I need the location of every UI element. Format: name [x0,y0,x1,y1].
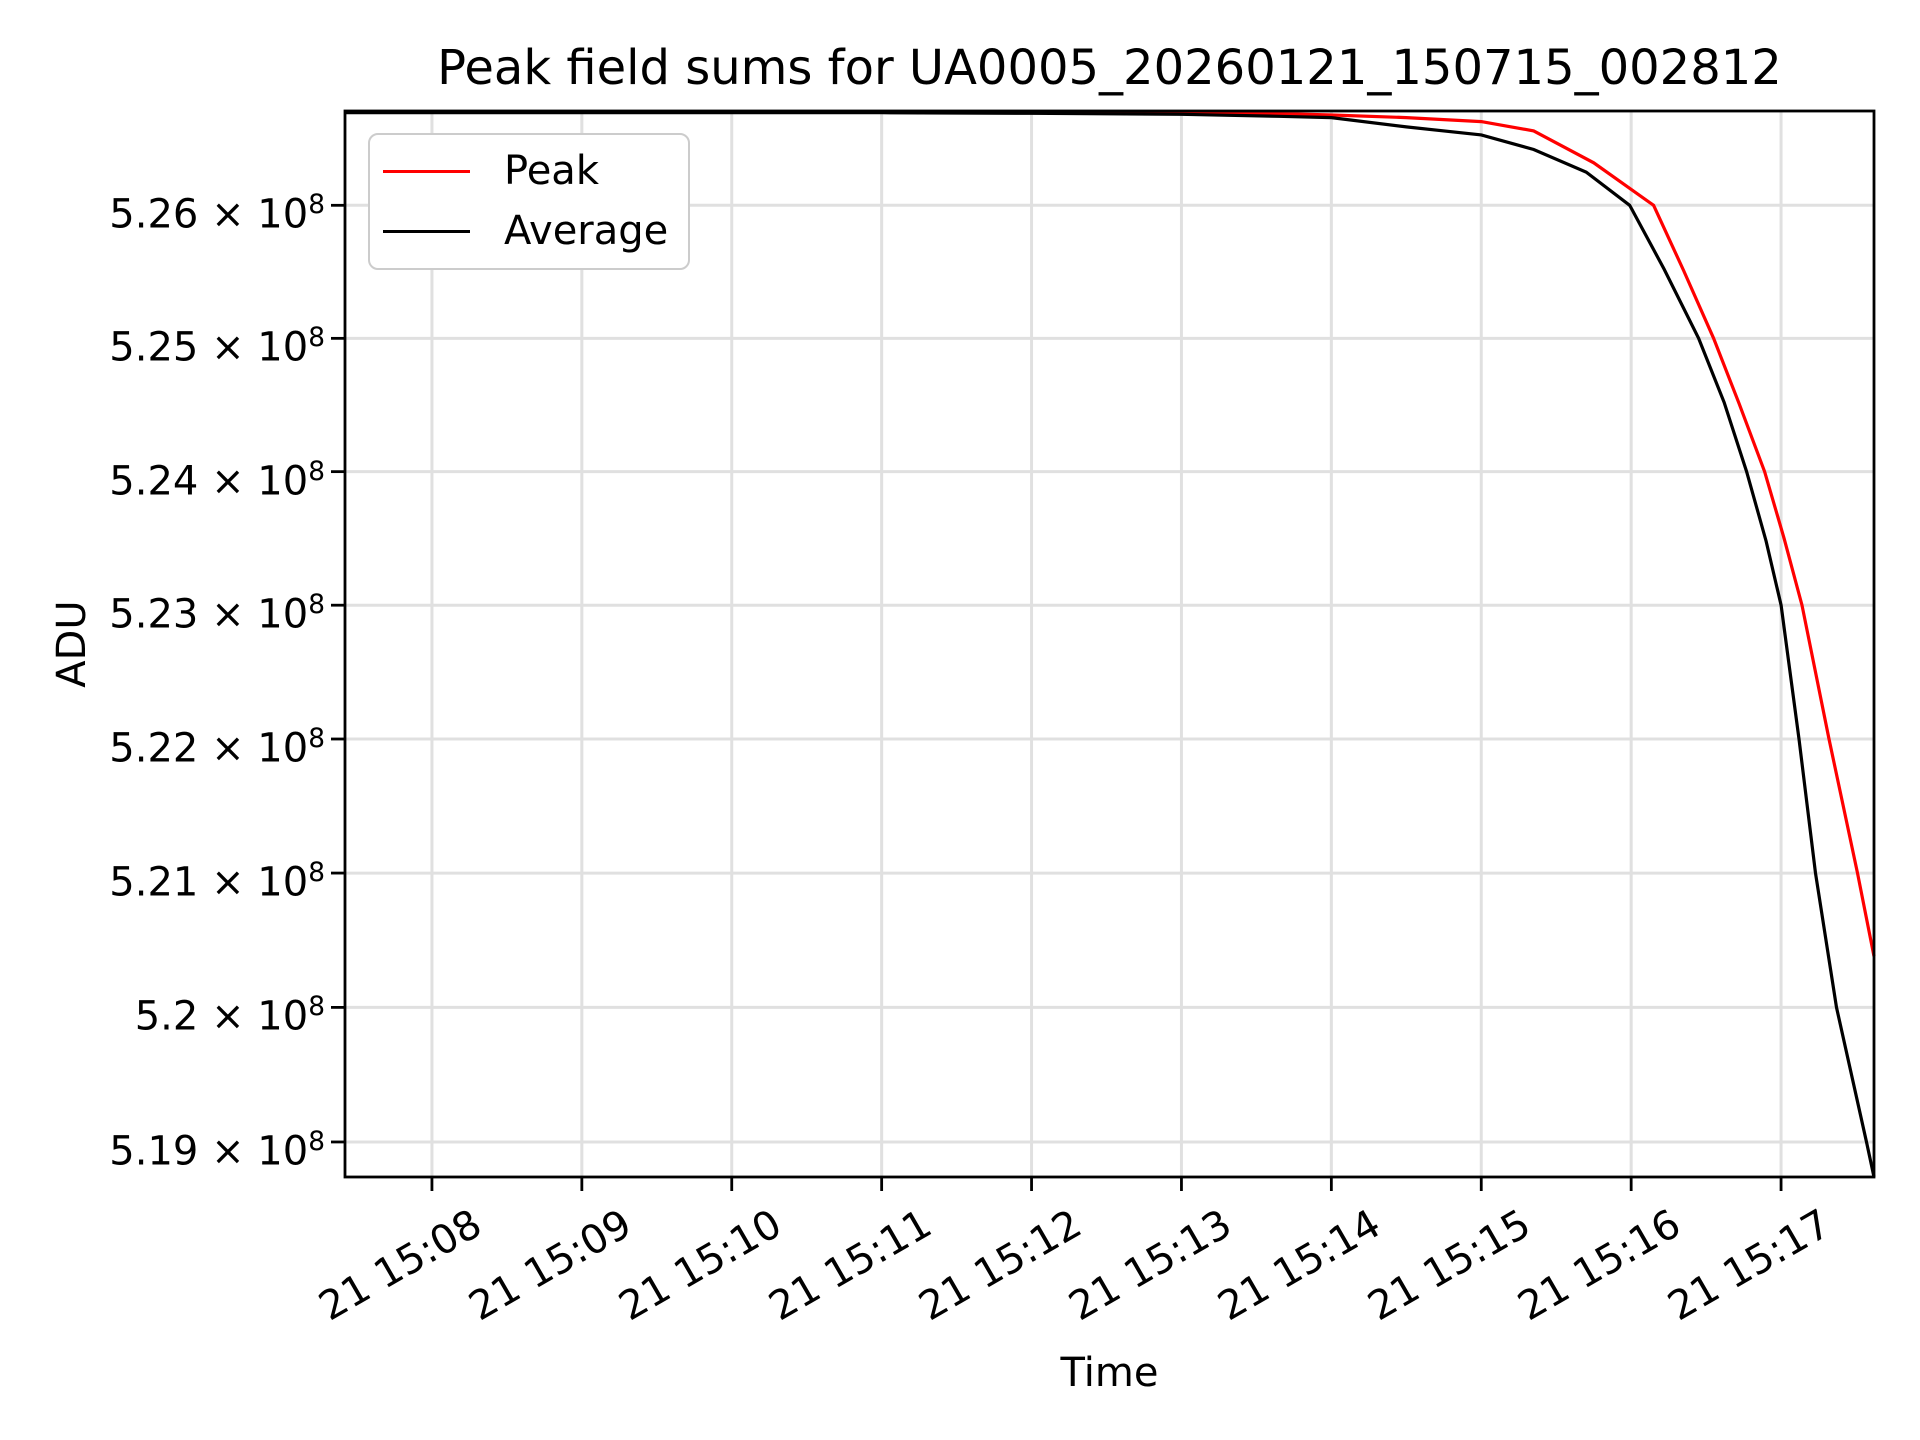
y-tick-label: 5.23 × 108 [109,589,325,638]
axes-spines [343,109,1876,1179]
legend-entry-average: Average [383,208,670,255]
y-axis-label: ADU [49,600,95,688]
legend-entry-peak: Peak [383,148,670,195]
y-tick-label: 5.2 × 108 [134,991,325,1040]
y-tick-label: 5.19 × 108 [109,1125,325,1175]
legend-label-average: Average [504,208,669,254]
x-axis-label: Time [1060,1350,1159,1396]
average-line [345,111,1876,1178]
y-tick-label: 5.25 × 108 [109,322,325,371]
average-line-sample-icon [383,229,470,234]
legend-label-peak: Peak [504,148,599,194]
peak-line-sample-icon [383,169,470,174]
peak-line [345,110,1876,957]
legend: Peak Average [368,133,690,270]
y-tick-label: 5.22 × 108 [109,723,325,772]
y-tick-label: 5.26 × 108 [109,189,325,238]
y-tick-label: 5.24 × 108 [109,455,325,504]
y-tick-label: 5.21 × 108 [109,857,325,906]
chart-title: Peak field sums for UA0005_20260121_1507… [437,40,1782,96]
